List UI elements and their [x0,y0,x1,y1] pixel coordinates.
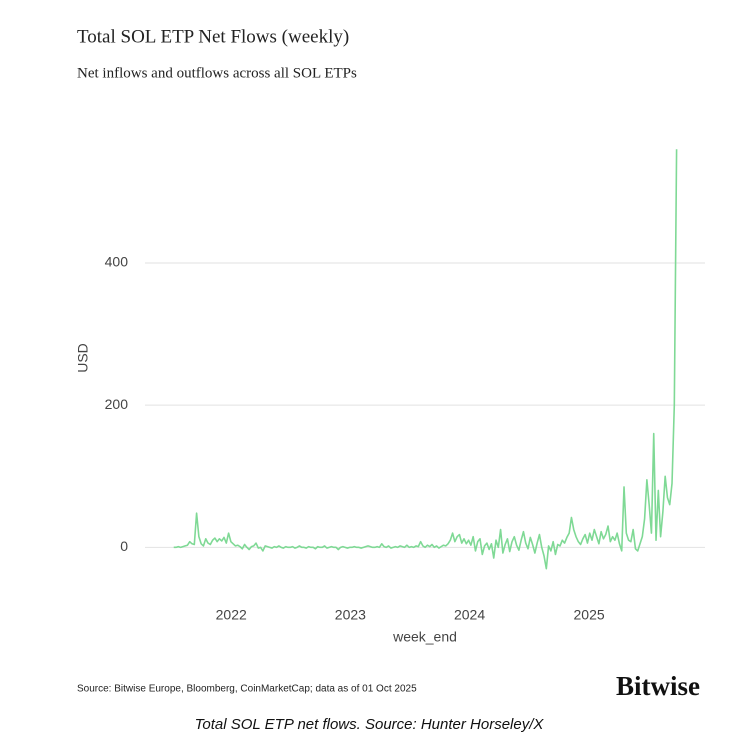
y-tick-label: 0 [120,538,128,554]
x-axis-label: week_end [392,629,457,645]
caption: Total SOL ETP net flows. Source: Hunter … [195,716,545,733]
source-note: Source: Bitwise Europe, Bloomberg, CoinM… [77,684,417,695]
x-tick-label: 2023 [335,607,366,623]
y-tick-label: 400 [105,254,129,270]
chart-title: Total SOL ETP Net Flows (weekly) [77,26,349,47]
logo: Bitwise [616,671,700,701]
x-tick-label: 2024 [454,607,485,623]
chart-subtitle: Net inflows and outflows across all SOL … [77,65,357,81]
y-axis-label: USD [75,343,91,373]
x-tick-label: 2025 [574,607,605,623]
data-line [173,149,678,570]
x-tick-label: 2022 [216,607,247,623]
y-tick-label: 200 [105,396,129,412]
